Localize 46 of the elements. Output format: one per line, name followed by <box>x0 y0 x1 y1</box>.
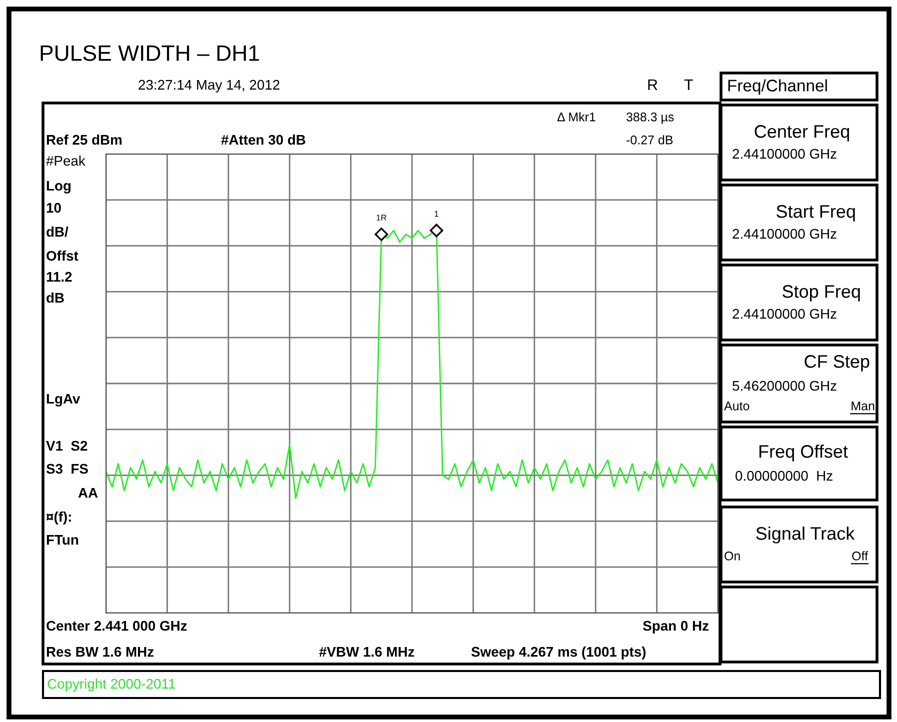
text: #Peak <box>46 156 86 166</box>
text: Freq/Channel <box>728 79 827 95</box>
text: dB <box>46 292 64 303</box>
text: LgAv <box>46 394 80 406</box>
text: -0.27 dB <box>626 135 673 144</box>
text: Center 2.441 000 GHz <box>46 620 187 631</box>
text: Center Freq <box>754 125 850 142</box>
text: Stop Freq <box>782 285 860 302</box>
text: Freq Offset <box>759 444 848 462</box>
text: Off <box>852 551 868 560</box>
text: Res BW 1.6 MHz <box>46 646 154 657</box>
text: 2.44100000 GHz <box>732 308 836 319</box>
text: 0.00000000 Hz <box>736 470 832 481</box>
text: 1R <box>376 214 386 220</box>
text: AA <box>78 488 98 498</box>
text: ¤(f): <box>46 512 71 524</box>
text: Signal Track <box>756 526 855 544</box>
text: Man <box>852 402 874 410</box>
text: #Atten 30 dB <box>221 134 306 145</box>
text: 2.44100000 GHz <box>732 228 836 239</box>
text: T <box>684 79 693 90</box>
text: Copyright 2000-2011 <box>48 678 176 692</box>
text: Span 0 Hz <box>643 620 708 634</box>
text: Log <box>46 180 71 194</box>
text: Ref 25 dBm <box>46 134 122 145</box>
text: On <box>724 552 740 560</box>
text: 2.44100000 GHz <box>732 148 836 159</box>
text: 11.2 <box>46 272 72 282</box>
text: dB/ <box>46 226 68 237</box>
text: Start Freq <box>776 205 855 222</box>
text: 10 <box>46 202 61 213</box>
text: R <box>648 79 658 90</box>
chart-title: PULSE WIDTH – DH1 <box>40 45 259 61</box>
text: FTun <box>46 535 78 545</box>
text: Δ Mkr1 <box>557 112 596 122</box>
text: Sweep 4.267 ms (1001 pts) <box>471 646 646 660</box>
text: 1 <box>434 210 438 217</box>
text: S3 FS <box>46 464 88 474</box>
text: #VBW 1.6 MHz <box>319 646 414 657</box>
text: 5.46200000 GHz <box>732 380 836 391</box>
text: 388.3 µs <box>626 112 674 124</box>
text: Auto <box>724 402 750 410</box>
text: 23:27:14 May 14, 2012 <box>138 80 280 92</box>
text: CF Step <box>804 355 870 372</box>
text: Offst <box>46 250 78 261</box>
text: V1 S2 <box>46 440 88 451</box>
